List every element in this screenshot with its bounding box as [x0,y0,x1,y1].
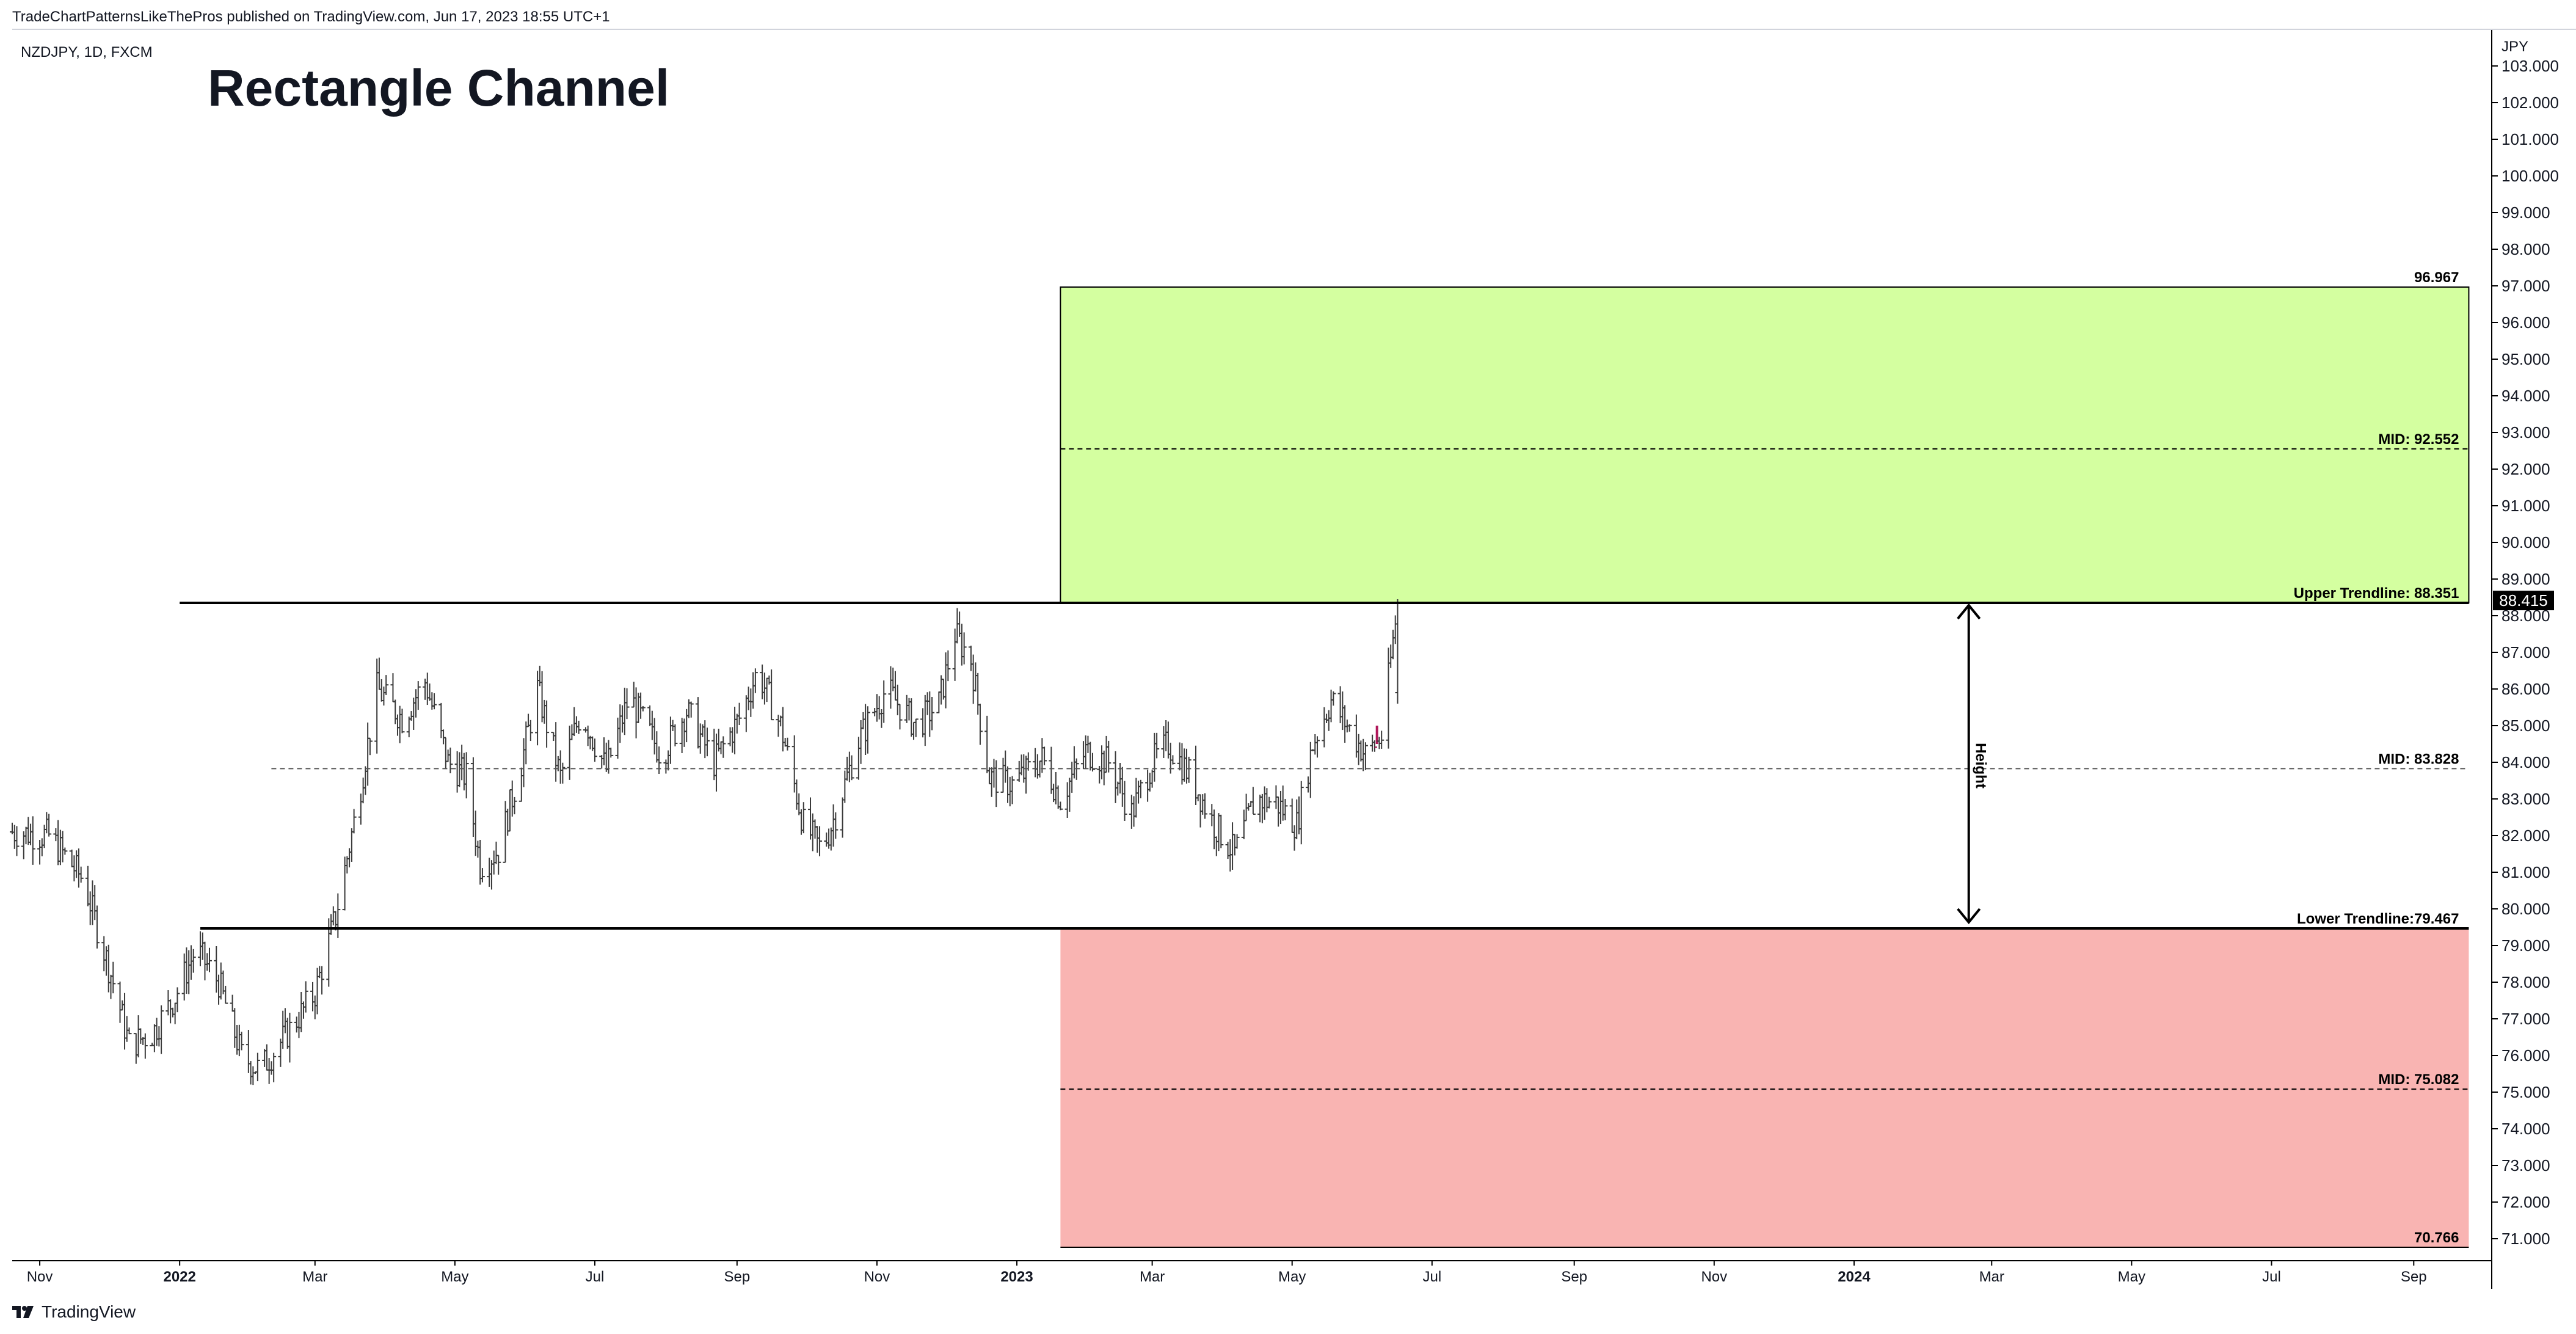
x-tick-label: 2022 [163,1269,195,1285]
y-tick-label: 102.000 [2501,93,2559,112]
brand-label: TradingView [42,1302,136,1321]
x-tick-label: Jul [2262,1269,2281,1285]
x-tick-label: Sep [1561,1269,1587,1285]
time-axis: Nov 2022 Mar May Jul Sep Nov 2023 Mar May Jul Sep No… [27,1261,2427,1285]
channel-mid-label: MID: 83.828 [2378,751,2459,767]
ohlc-bars [10,599,1399,1085]
y-tick-label: 78.000 [2501,973,2550,991]
chart-title: Rectangle Channel [208,59,670,117]
price-unit-label: JPY [2501,38,2528,55]
y-tick-label: 100.000 [2501,167,2559,185]
last-price-label: 88.415 [2499,591,2548,610]
x-tick-label: 2023 [1000,1269,1033,1285]
y-tick-label: 84.000 [2501,753,2550,771]
y-tick-label: 93.000 [2501,423,2550,442]
x-tick-label: Sep [724,1269,750,1285]
x-tick-label: 2024 [1838,1269,1871,1285]
publish-info: TradeChartPatternsLikeThePros published … [12,9,610,25]
y-tick-label: 72.000 [2501,1193,2550,1211]
height-label: Height [1973,743,1989,789]
x-tick-label: Nov [27,1269,53,1285]
tradingview-brand[interactable]: TradingView [11,1302,136,1322]
zones-layer [1060,286,2470,1248]
y-tick-label: 81.000 [2501,863,2550,881]
y-tick-label: 82.000 [2501,826,2550,845]
y-tick-label: 98.000 [2501,240,2550,258]
x-tick-label: Jul [1422,1269,1441,1285]
price-axis: 71.000 72.000 73.000 74.000 75.000 76.000 77.0… [2492,57,2559,1248]
y-tick-label: 97.000 [2501,277,2550,295]
x-tick-label: Jul [586,1269,605,1285]
y-tick-label: 95.000 [2501,350,2550,368]
y-tick-label: 96.000 [2501,313,2550,332]
y-tick-label: 85.000 [2501,716,2550,735]
x-tick-label: May [2118,1269,2145,1285]
y-tick-label: 75.000 [2501,1083,2550,1101]
last-price-badge [2493,591,2554,611]
y-tick-label: 80.000 [2501,900,2550,918]
y-tick-label: 73.000 [2501,1156,2550,1175]
y-tick-label: 99.000 [2501,203,2550,222]
y-tick-label: 103.000 [2501,57,2559,75]
target-label: 96.967 [2414,269,2459,286]
lower-trendline-label: Lower Trendline:79.467 [2297,911,2459,927]
y-tick-label: 94.000 [2501,387,2550,405]
x-tick-label: Mar [1979,1269,2004,1285]
y-tick-label: 91.000 [2501,497,2550,515]
tradingview-logo-icon [12,1306,34,1318]
y-tick-label: 83.000 [2501,790,2550,808]
target-mid-label: MID: 92.552 [2378,431,2459,448]
x-tick-label: Mar [1140,1269,1165,1285]
target-zone [1060,286,2470,603]
y-tick-label: 87.000 [2501,643,2550,662]
height-arrow-head-down [1957,908,1981,925]
x-tick-label: Nov [864,1269,890,1285]
y-tick-label: 89.000 [2501,570,2550,588]
y-tick-label: 77.000 [2501,1010,2550,1028]
upper-trendline-label: Upper Trendline: 88.351 [2294,585,2459,602]
symbol-info: NZDJPY, 1D, FXCM [21,44,153,60]
x-tick-label: Mar [302,1269,327,1285]
y-tick-label: 79.000 [2501,936,2550,955]
y-tick-label: 101.000 [2501,130,2559,148]
y-tick-label: 92.000 [2501,460,2550,478]
stop-zone [1060,928,2469,1248]
y-tick-label: 71.000 [2501,1230,2550,1248]
y-tick-label: 76.000 [2501,1046,2550,1065]
height-arrow-head-up [1957,603,1981,620]
y-tick-label: 90.000 [2501,533,2550,552]
stop-label: 70.766 [2414,1230,2459,1246]
x-tick-label: May [441,1269,468,1285]
x-tick-label: Sep [2401,1269,2427,1285]
y-tick-label: 86.000 [2501,680,2550,698]
x-tick-label: Nov [1701,1269,1727,1285]
y-tick-label: 74.000 [2501,1120,2550,1138]
levels-layer: 96.967 MID: 92.552 Upper Trendline: 88.351… [180,269,2469,1248]
x-tick-label: May [1278,1269,1306,1285]
stop-mid-label: MID: 75.082 [2378,1071,2459,1088]
